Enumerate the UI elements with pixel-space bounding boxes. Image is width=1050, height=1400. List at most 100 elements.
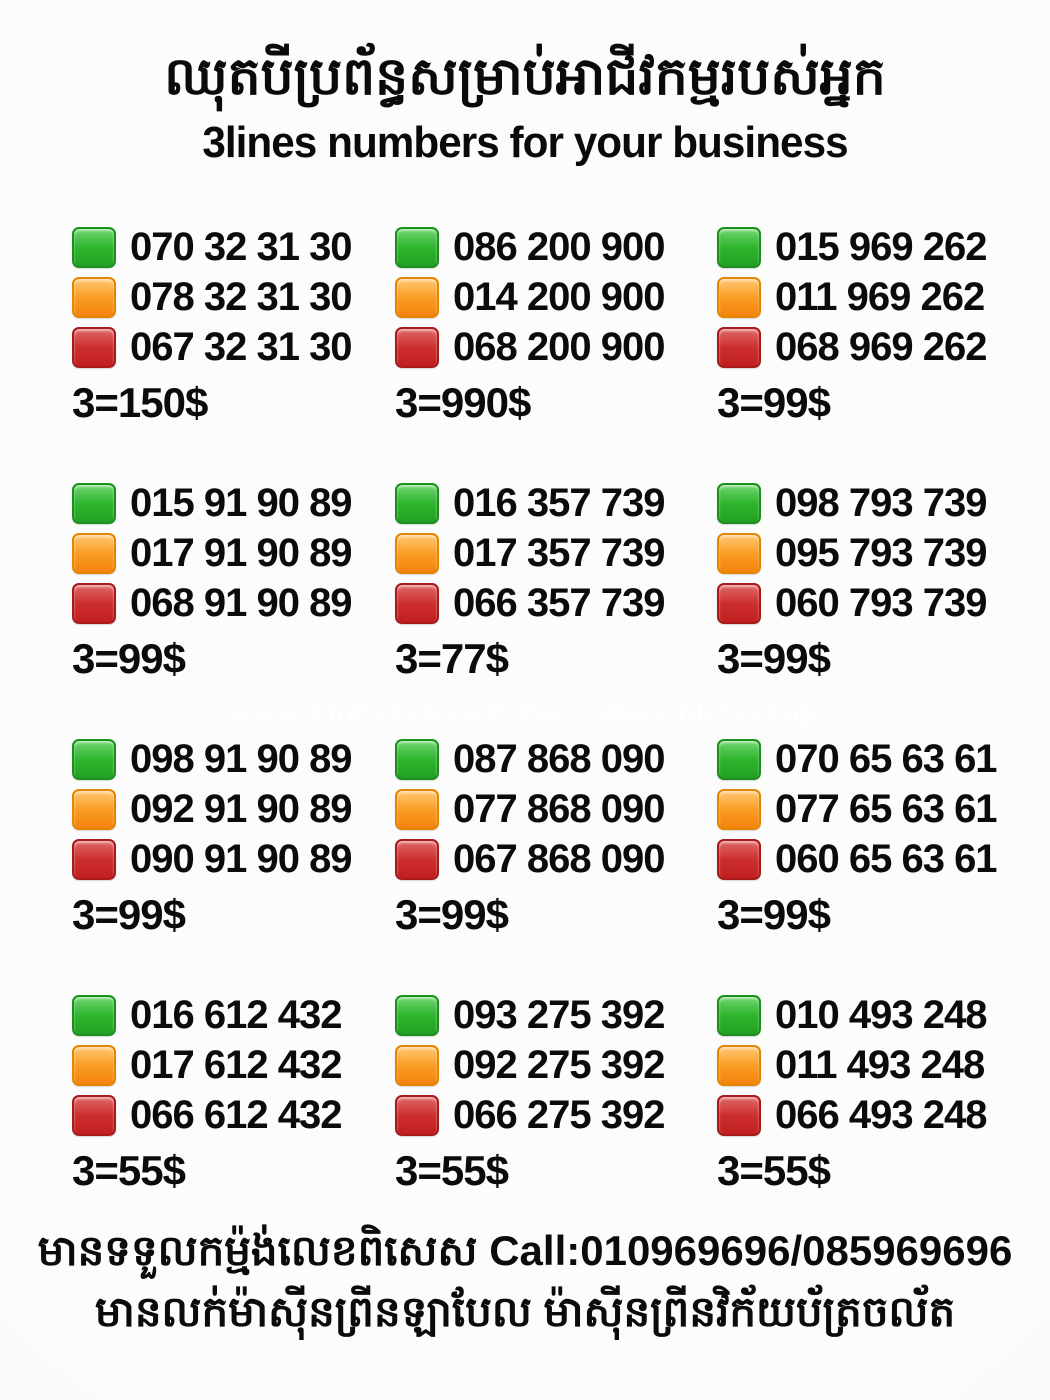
number-line: 070 32 31 30 xyxy=(72,222,353,272)
footer-contact-line: មានទទួលកម្ម៉ង់លេខពិសេស Call:010969696/08… xyxy=(0,1218,1050,1283)
orange-square-icon xyxy=(72,1044,116,1086)
red-square-icon xyxy=(717,1094,761,1136)
price-label: 3=150$ xyxy=(72,379,208,426)
number-line: 067 868 090 xyxy=(395,834,665,884)
page-subtitle-english: 3lines numbers for your business xyxy=(202,118,848,167)
phone-number: 011 493 248 xyxy=(775,1043,985,1087)
red-square-icon xyxy=(395,326,439,368)
red-square-icon xyxy=(717,582,761,624)
phone-number: 066 493 248 xyxy=(775,1093,987,1137)
number-line: 017 612 432 xyxy=(72,1040,342,1090)
number-line: 011 493 248 xyxy=(717,1040,986,1090)
number-line: 095 793 739 xyxy=(717,528,987,578)
number-block: 093 275 392 092 275 392 066 275 392 3=55$ xyxy=(395,990,665,1194)
page-title-khmer: ឈុតបីប្រព័ន្ធសម្រាប់អាជីវកម្មរបស់អ្នក xyxy=(164,48,886,106)
number-line: 066 357 739 xyxy=(395,578,665,628)
red-square-icon xyxy=(717,838,761,880)
orange-square-icon xyxy=(72,532,116,574)
phone-number: 090 91 90 89 xyxy=(130,837,353,881)
orange-square-icon xyxy=(717,1044,761,1086)
orange-square-icon xyxy=(717,788,761,830)
phone-number: 060 793 739 xyxy=(775,581,987,625)
phone-number: 068 969 262 xyxy=(775,325,987,369)
number-block: 087 868 090 077 868 090 067 868 090 3=99$ xyxy=(395,734,665,938)
number-line: 087 868 090 xyxy=(395,734,665,784)
green-square-icon xyxy=(717,226,761,268)
number-line: 068 200 900 xyxy=(395,322,665,372)
number-block: 015 969 262 011 969 262 068 969 262 3=99$ xyxy=(717,222,987,426)
phone-number: 017 91 90 89 xyxy=(130,531,353,575)
orange-square-icon xyxy=(395,1044,439,1086)
phone-number: 092 91 90 89 xyxy=(130,787,353,831)
orange-square-icon xyxy=(72,276,116,318)
number-line: 016 612 432 xyxy=(72,990,342,1040)
price-label: 3=99$ xyxy=(72,891,186,938)
number-line: 077 868 090 xyxy=(395,784,665,834)
number-block: 016 612 432 017 612 432 066 612 432 3=55$ xyxy=(72,990,342,1192)
red-square-icon xyxy=(72,838,116,880)
red-square-icon xyxy=(72,1094,116,1136)
price-label: 3=99$ xyxy=(395,891,509,938)
phone-number: 017 357 739 xyxy=(453,531,665,575)
number-line: 017 357 739 xyxy=(395,528,665,578)
number-line: 086 200 900 xyxy=(395,222,665,272)
footer-khmer-printer-text: មានលក់ម៉ាស៊ីនព្រីនឡាបែល ម៉ាស៊ីនព្រីនវិក័… xyxy=(94,1288,956,1336)
number-line: 066 275 392 xyxy=(395,1090,665,1140)
phone-number: 067 32 31 30 xyxy=(130,325,353,369)
price-label: 3=55$ xyxy=(395,1147,509,1194)
red-square-icon xyxy=(395,1094,439,1136)
number-line: 090 91 90 89 xyxy=(72,834,353,884)
number-line: 098 793 739 xyxy=(717,478,987,528)
phone-number: 098 793 739 xyxy=(775,481,987,525)
price-label: 3=99$ xyxy=(717,379,831,426)
number-block: 070 65 63 61 077 65 63 61 060 65 63 61 3=99… xyxy=(717,734,998,936)
green-square-icon xyxy=(395,482,439,524)
green-square-icon xyxy=(72,994,116,1036)
green-square-icon xyxy=(72,738,116,780)
phone-number: 077 868 090 xyxy=(453,787,665,831)
phone-number: 017 612 432 xyxy=(130,1043,342,1087)
price-label: 3=55$ xyxy=(717,1147,831,1194)
red-square-icon xyxy=(395,838,439,880)
price-label: 3=990$ xyxy=(395,379,531,426)
phone-number: 060 65 63 61 xyxy=(775,837,998,881)
number-block: 015 91 90 89 017 91 90 89 068 91 90 89 3=99… xyxy=(72,478,353,680)
number-line: 098 91 90 89 xyxy=(72,734,353,784)
number-line: 016 357 739 xyxy=(395,478,665,528)
header: ឈុតបីប្រព័ន្ធសម្រាប់អាជីវកម្មរបស់អ្នក 3l… xyxy=(0,38,1050,168)
number-block: 010 493 248 011 493 248 066 493 248 3=55$ xyxy=(717,990,987,1194)
footer: មានទទួលកម្ម៉ង់លេខពិសេស Call:010969696/08… xyxy=(0,1218,1050,1342)
phone-number: 066 357 739 xyxy=(453,581,665,625)
phone-number: 015 91 90 89 xyxy=(130,481,353,525)
phone-number: 068 91 90 89 xyxy=(130,581,353,625)
phone-number: 011 969 262 xyxy=(775,275,985,319)
phone-number: 066 612 432 xyxy=(130,1093,342,1137)
number-line: 017 91 90 89 xyxy=(72,528,353,578)
phone-number: 066 275 392 xyxy=(453,1093,665,1137)
number-block: 098 91 90 89 092 91 90 89 090 91 90 89 3=99… xyxy=(72,734,353,938)
red-square-icon xyxy=(72,326,116,368)
number-line: 067 32 31 30 xyxy=(72,322,353,372)
green-square-icon xyxy=(395,226,439,268)
footer-khmer-offer-text: មានទទួលកម្ម៉ង់លេខពិសេស xyxy=(37,1227,478,1274)
phone-number: 067 868 090 xyxy=(453,837,665,881)
number-line: 092 91 90 89 xyxy=(72,784,353,834)
number-line: 015 91 90 89 xyxy=(72,478,353,528)
green-square-icon xyxy=(717,482,761,524)
number-line: 014 200 900 xyxy=(395,272,665,322)
phone-number: 014 200 900 xyxy=(453,275,665,319)
phone-number: 092 275 392 xyxy=(453,1043,665,1087)
number-line: 066 612 432 xyxy=(72,1090,342,1140)
orange-square-icon xyxy=(72,788,116,830)
number-line: 093 275 392 xyxy=(395,990,665,1040)
number-line: 010 493 248 xyxy=(717,990,987,1040)
call-phone-numbers: Call:010969696/085969696 xyxy=(489,1227,1013,1274)
phone-number: 068 200 900 xyxy=(453,325,665,369)
number-block: 016 357 739 017 357 739 066 357 739 3=77$ xyxy=(395,478,665,680)
number-line: 070 65 63 61 xyxy=(717,734,998,784)
number-line: 060 65 63 61 xyxy=(717,834,998,884)
number-line: 068 91 90 89 xyxy=(72,578,353,628)
phone-number: 078 32 31 30 xyxy=(130,275,353,319)
red-square-icon xyxy=(717,326,761,368)
